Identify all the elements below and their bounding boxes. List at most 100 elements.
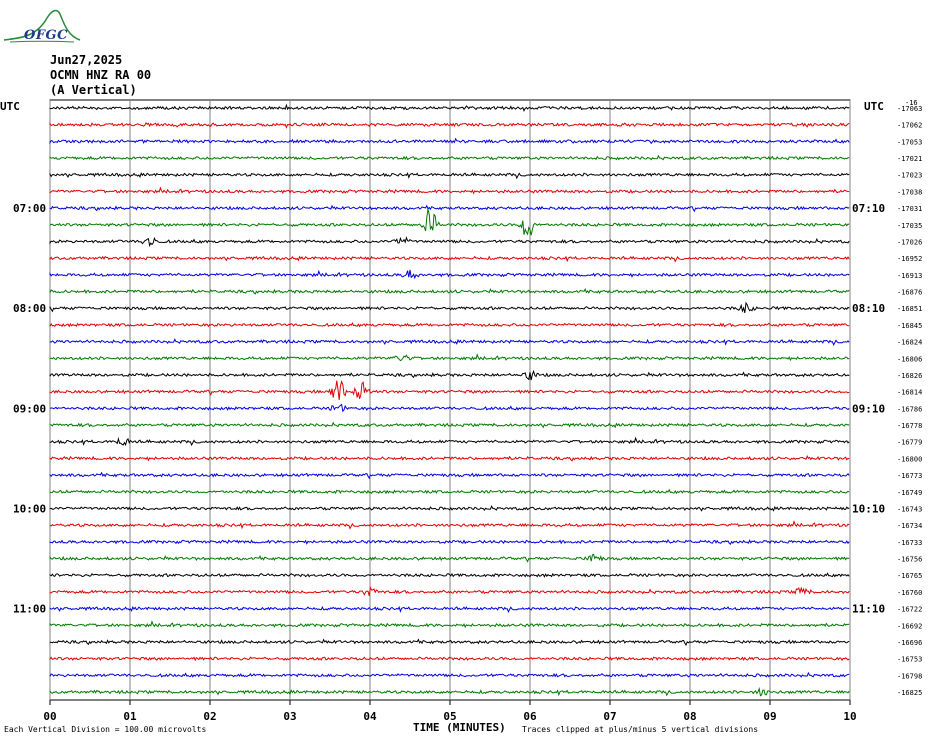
ofgc-logo	[3, 9, 81, 43]
seismic-trace	[49, 403, 850, 413]
seismic-trace	[49, 505, 850, 512]
trace-offset-label: -16733	[897, 539, 922, 547]
x-tick-label: 03	[283, 710, 296, 723]
left-hour-label: 10:00	[13, 502, 46, 515]
seismic-trace	[49, 301, 850, 314]
trace-offset-label: -16760	[897, 589, 922, 597]
right-axis-label: UTC	[864, 100, 884, 113]
trace-offset-label: -16798	[897, 672, 922, 680]
left-axis-label: UTC	[0, 100, 20, 113]
right-top-label: -16	[905, 99, 918, 107]
left-hour-label: 08:00	[13, 302, 46, 315]
right-hour-label: 09:10	[852, 402, 885, 415]
trace-offset-label: -16778	[897, 422, 922, 430]
chart-date: Jun27,2025	[50, 53, 123, 67]
trace-offset-label: -16722	[897, 606, 922, 614]
seismic-trace	[49, 656, 850, 662]
trace-offset-label: -16814	[897, 389, 922, 397]
trace-offset-label: -16913	[897, 272, 922, 280]
seismic-trace	[49, 686, 850, 697]
trace-offset-label: -16734	[897, 522, 922, 530]
trace-offset-label: -16779	[897, 439, 922, 447]
right-hour-label: 07:10	[852, 202, 885, 215]
seismic-trace	[49, 380, 850, 400]
x-tick-label: 01	[123, 710, 137, 723]
trace-offset-label: -16845	[897, 322, 922, 330]
seismic-trace	[49, 208, 850, 236]
x-tick-label: 06	[523, 710, 537, 723]
trace-offset-label: -16773	[897, 472, 922, 480]
x-tick-label: 09	[763, 710, 776, 723]
seismic-trace	[49, 338, 850, 346]
seismic-trace	[49, 638, 850, 647]
seismic-trace	[49, 421, 850, 429]
trace-offset-label: -17021	[897, 155, 922, 163]
trace-offset-label: -17035	[897, 222, 922, 230]
trace-offset-label: -16753	[897, 656, 922, 664]
trace-offset-label: -17031	[897, 205, 922, 213]
seismic-trace	[49, 353, 850, 362]
seismic-trace	[49, 288, 850, 295]
seismic-trace	[49, 269, 850, 280]
x-tick-label: 08	[683, 710, 696, 723]
left-hour-label: 09:00	[13, 402, 46, 415]
trace-offset-label: -16876	[897, 289, 922, 297]
seismic-trace	[49, 436, 850, 447]
chart-station: OCMN HNZ RA 00	[50, 68, 152, 82]
trace-offset-label: -16851	[897, 305, 922, 313]
x-axis-label: TIME (MINUTES)	[413, 721, 506, 734]
trace-offset-label: -17038	[897, 188, 922, 196]
seismic-trace	[49, 255, 850, 263]
right-hour-label: 08:10	[852, 302, 885, 315]
chart-component: (A Vertical)	[50, 83, 137, 97]
seismic-trace	[49, 520, 850, 530]
seismic-trace	[49, 154, 850, 161]
seismic-trace	[49, 204, 850, 213]
seismic-trace	[49, 538, 850, 546]
seismic-trace	[49, 586, 850, 596]
trace-offset-label: -17062	[897, 122, 922, 130]
trace-offset-label: -16765	[897, 572, 922, 580]
seismic-trace	[49, 103, 850, 112]
seismic-trace	[49, 553, 850, 563]
left-hour-label: 11:00	[13, 603, 46, 616]
right-hour-label: 11:10	[852, 603, 885, 616]
seismic-trace	[49, 605, 850, 614]
seismic-trace	[49, 471, 850, 480]
trace-offset-label: -16800	[897, 455, 922, 463]
trace-offset-label: -16749	[897, 489, 922, 497]
seismic-trace	[49, 369, 850, 381]
trace-offset-label: -16692	[897, 622, 922, 630]
trace-offset-label: -16826	[897, 372, 922, 380]
x-tick-label: 04	[363, 710, 377, 723]
trace-offset-label: -17053	[897, 138, 922, 146]
seismic-trace	[49, 322, 850, 328]
trace-offset-label: -16696	[897, 639, 922, 647]
trace-offset-label: -16824	[897, 339, 922, 347]
trace-offset-label: -17026	[897, 238, 922, 246]
x-tick-label: 00	[43, 710, 56, 723]
trace-offset-label: -16743	[897, 505, 922, 513]
trace-offset-label: -16806	[897, 355, 922, 363]
x-tick-label: 02	[203, 710, 216, 723]
trace-offset-label: -17023	[897, 172, 922, 180]
seismic-trace	[49, 236, 850, 248]
trace-offset-label: -17063	[897, 105, 922, 113]
seismic-trace	[49, 488, 850, 495]
trace-offset-label: -16825	[897, 689, 922, 697]
trace-offset-label: -16952	[897, 255, 922, 263]
logo-text: OFGC	[24, 28, 69, 43]
x-tick-label: 07	[603, 710, 616, 723]
seismic-trace	[49, 572, 850, 578]
seismic-trace	[49, 620, 850, 629]
trace-offset-label: -16786	[897, 405, 922, 413]
x-tick-label: 10	[843, 710, 856, 723]
left-hour-label: 07:00	[13, 202, 46, 215]
x-tick-label: 05	[443, 710, 456, 723]
footer-scale-note: Each Vertical Division = 100.00 microvol…	[4, 725, 207, 734]
seismic-trace	[49, 186, 850, 195]
seismic-trace	[49, 455, 850, 462]
trace-offset-label: -16756	[897, 556, 922, 564]
seismic-trace	[49, 172, 850, 180]
seismic-trace	[49, 137, 850, 145]
